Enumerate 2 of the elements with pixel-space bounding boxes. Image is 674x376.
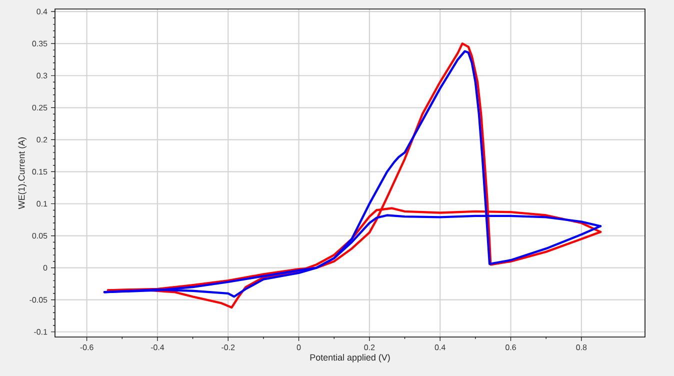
x-axis-title: Potential applied (V)	[310, 354, 390, 362]
y-axis-title: WE(1).Current (A)	[18, 137, 26, 210]
